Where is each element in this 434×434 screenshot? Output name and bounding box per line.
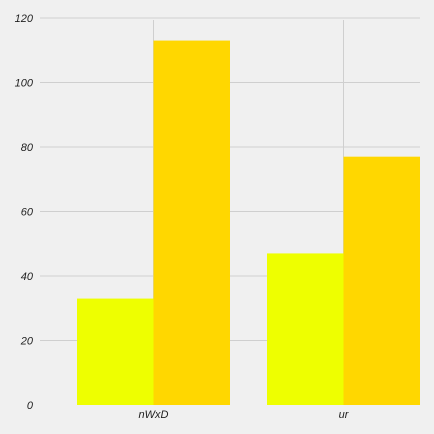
y-tick-label: 120 <box>15 13 34 25</box>
y-axis: 0 20 40 60 80 100 120 <box>15 13 34 412</box>
y-tick-label: 100 <box>15 78 34 90</box>
x-axis: nWxD ur <box>139 409 350 421</box>
y-tick-label: 20 <box>20 336 34 348</box>
x-tick-label: nWxD <box>139 409 169 421</box>
y-tick-label: 80 <box>21 142 34 154</box>
bar-ur-series-2 <box>343 156 420 405</box>
bar-nWxD-series-2 <box>153 40 230 405</box>
bar-ur-series-1 <box>267 253 344 405</box>
y-tick-label: 0 <box>27 400 34 412</box>
y-tick-label: 40 <box>21 271 34 283</box>
y-tick-label: 60 <box>21 207 34 219</box>
bars <box>77 40 420 405</box>
x-tick-label: ur <box>339 409 350 421</box>
bar-nWxD-series-1 <box>77 298 154 405</box>
